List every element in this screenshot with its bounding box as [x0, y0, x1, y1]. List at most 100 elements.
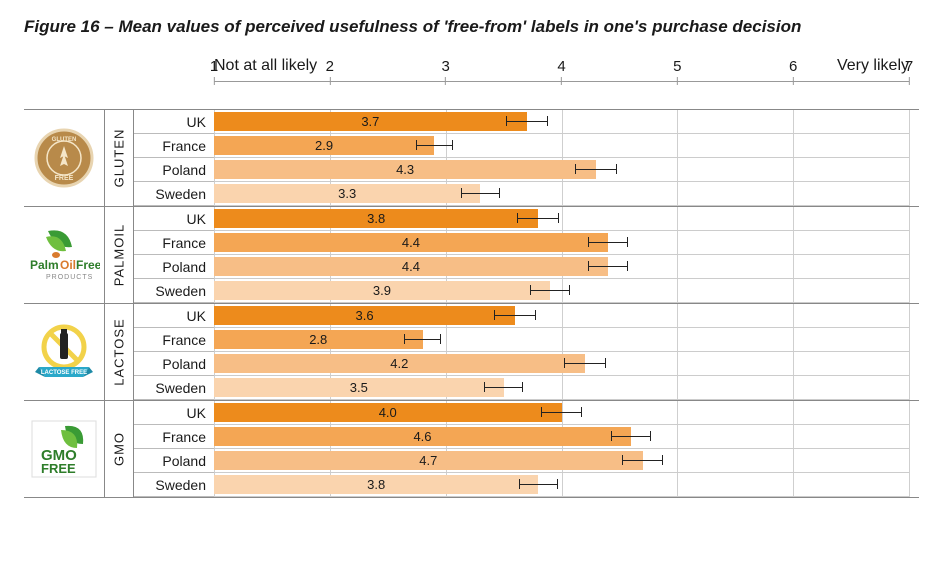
error-bar	[416, 145, 453, 146]
group-label-cell: PALMOIL	[104, 207, 134, 303]
bar: 3.8	[214, 475, 538, 494]
bar: 4.4	[214, 257, 608, 276]
country-label: Sweden	[134, 279, 214, 303]
svg-text:LACTOSE FREE: LACTOSE FREE	[41, 370, 87, 376]
svg-text:Oil: Oil	[60, 258, 76, 272]
country-label: France	[134, 134, 214, 158]
bar: 4.0	[214, 403, 562, 422]
error-bar	[575, 169, 617, 170]
gluten-free-icon: GLUTEN FREE	[34, 128, 94, 188]
error-bar	[530, 290, 569, 291]
plot-area: GLUTEN FREE GLUTENUKFrancePolandSweden3.…	[24, 109, 919, 498]
bar-row: 2.8	[214, 328, 909, 352]
svg-text:Palm: Palm	[30, 258, 59, 272]
bar-row: 4.7	[214, 449, 909, 473]
bar-row: 4.4	[214, 255, 909, 279]
country-label: Sweden	[134, 182, 214, 206]
bar-row: 3.3	[214, 182, 909, 206]
x-axis-ticks: 1234567	[214, 81, 909, 109]
bar: 3.7	[214, 112, 527, 131]
country-label: Poland	[134, 255, 214, 279]
country-label: Poland	[134, 352, 214, 376]
bar-row: 4.4	[214, 231, 909, 255]
bar: 4.6	[214, 427, 631, 446]
axis-right-label: Very likely	[837, 57, 909, 75]
x-tick: 4	[557, 58, 565, 85]
country-label: UK	[134, 304, 214, 328]
gmo-free-badge: GMO FREE	[24, 401, 104, 497]
group-label-cell: LACTOSE	[104, 304, 134, 400]
bar-row: 3.7	[214, 110, 909, 134]
bar: 4.2	[214, 354, 585, 373]
bar-row: 3.5	[214, 376, 909, 400]
palm-oil-free-badge: Palm Oil Free PRODUCTS	[24, 207, 104, 303]
country-labels: UKFrancePolandSweden	[134, 207, 214, 303]
country-label: Sweden	[134, 473, 214, 497]
bar-row: 4.6	[214, 425, 909, 449]
x-tick: 7	[905, 58, 913, 85]
bar: 2.9	[214, 136, 434, 155]
x-tick: 3	[441, 58, 449, 85]
country-label: UK	[134, 207, 214, 231]
group-lactose: LACTOSE FREE LACTOSE UKFrancePolandSweden…	[24, 303, 919, 400]
bar-row: 4.0	[214, 401, 909, 425]
group-label: GLUTEN	[112, 129, 127, 188]
country-labels: UKFrancePolandSweden	[134, 401, 214, 497]
bar: 4.7	[214, 451, 643, 470]
bar-groups: GLUTEN FREE GLUTENUKFrancePolandSweden3.…	[24, 109, 919, 498]
x-tick: 1	[210, 58, 218, 85]
group-label: PALMOIL	[112, 224, 127, 286]
country-labels: UKFrancePolandSweden	[134, 110, 214, 206]
country-label: UK	[134, 401, 214, 425]
bar: 4.4	[214, 233, 608, 252]
error-bar	[506, 121, 548, 122]
palm-oil-free-icon: Palm Oil Free PRODUCTS	[28, 225, 100, 285]
bar: 3.5	[214, 378, 504, 397]
error-bar	[494, 315, 536, 316]
error-bar	[564, 363, 606, 364]
group-gluten: GLUTEN FREE GLUTENUKFrancePolandSweden3.…	[24, 109, 919, 206]
group-gmo: GMO FREE GMOUKFrancePolandSweden4.04.64.…	[24, 400, 919, 498]
bar-row: 4.3	[214, 158, 909, 182]
bar-row: 3.8	[214, 473, 909, 497]
error-bar	[461, 193, 500, 194]
svg-text:Free: Free	[76, 258, 100, 272]
error-bar	[517, 218, 559, 219]
error-bar	[611, 436, 650, 437]
x-tick: 5	[673, 58, 681, 85]
x-tick: 2	[326, 58, 334, 85]
error-bar	[588, 242, 627, 243]
x-tick: 6	[789, 58, 797, 85]
country-label: France	[134, 328, 214, 352]
error-bar	[404, 339, 441, 340]
svg-text:FREE: FREE	[41, 461, 76, 476]
country-label: Poland	[134, 158, 214, 182]
error-bar	[541, 412, 583, 413]
bars: 3.62.84.23.5	[214, 304, 909, 400]
bar: 3.8	[214, 209, 538, 228]
bar: 4.3	[214, 160, 596, 179]
svg-text:PRODUCTS: PRODUCTS	[46, 274, 93, 281]
group-label: LACTOSE	[112, 318, 127, 385]
country-label: UK	[134, 110, 214, 134]
lactose-free-badge: LACTOSE FREE	[24, 304, 104, 400]
error-bar	[519, 484, 558, 485]
error-bar	[484, 387, 523, 388]
group-label: GMO	[112, 432, 127, 466]
group-label-cell: GLUTEN	[104, 110, 134, 206]
bar-row: 2.9	[214, 134, 909, 158]
bar: 2.8	[214, 330, 423, 349]
country-label: Poland	[134, 449, 214, 473]
lactose-free-icon: LACTOSE FREE	[33, 321, 95, 383]
bars: 3.84.44.43.9	[214, 207, 909, 303]
svg-text:FREE: FREE	[55, 175, 74, 182]
axis-left-label: Not at all likely	[214, 57, 317, 75]
bar-row: 3.8	[214, 207, 909, 231]
bar-row: 4.2	[214, 352, 909, 376]
country-label: Sweden	[134, 376, 214, 400]
country-labels: UKFrancePolandSweden	[134, 304, 214, 400]
error-bar	[622, 460, 664, 461]
bars: 3.7 2.9 4.3 3.3	[214, 110, 909, 206]
group-palmoil: Palm Oil Free PRODUCTS PALMOIL UKFrancePo…	[24, 206, 919, 303]
country-label: France	[134, 425, 214, 449]
